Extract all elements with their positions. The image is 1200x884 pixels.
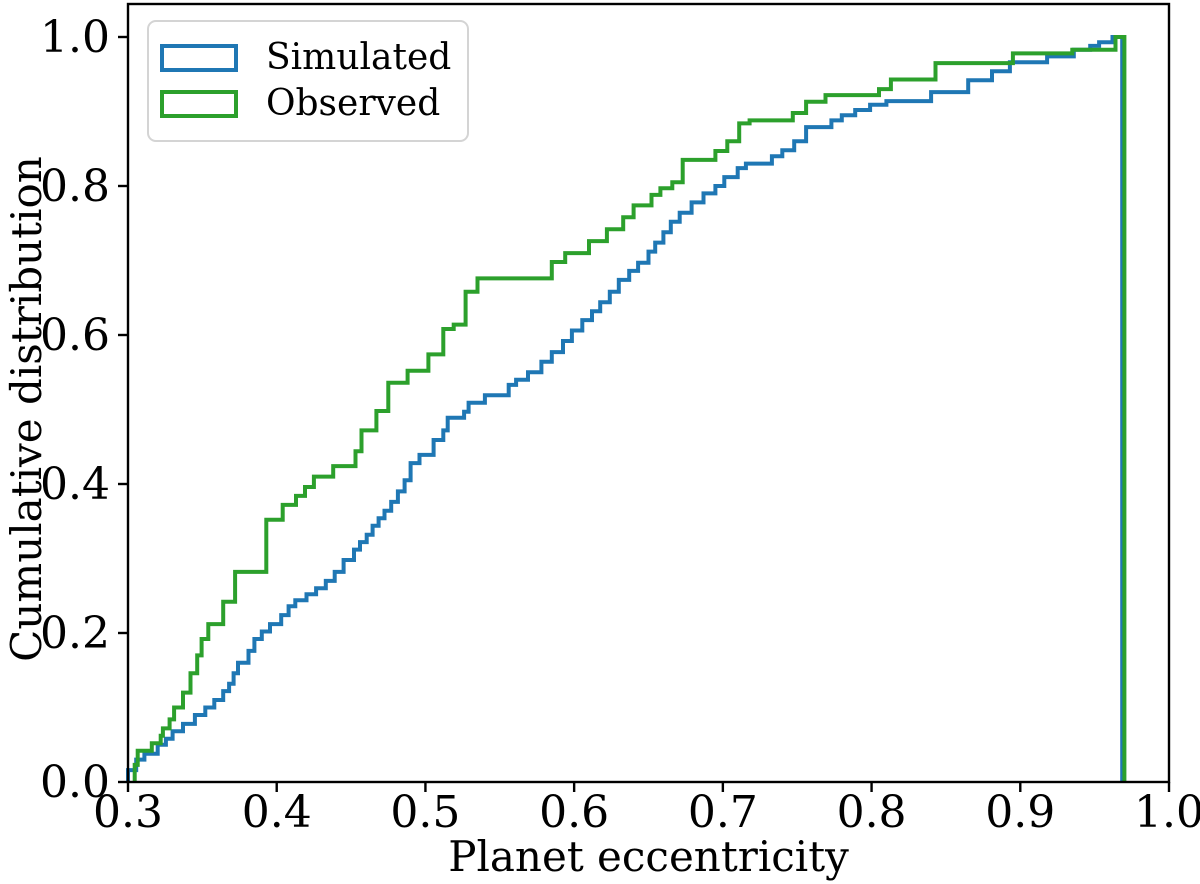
x-tick-label: 0.7 bbox=[688, 787, 758, 838]
simulated-swatch bbox=[160, 44, 238, 72]
y-tick-label: 0.4 bbox=[40, 459, 110, 510]
x-tick-label: 0.4 bbox=[242, 787, 312, 838]
legend-label-observed: Observed bbox=[266, 83, 441, 124]
legend: Simulated Observed bbox=[147, 20, 469, 142]
y-tick-label: 0.8 bbox=[40, 161, 110, 212]
y-tick-label: 0.2 bbox=[40, 608, 110, 659]
y-axis-label: Cumulative distribution bbox=[1, 156, 51, 662]
x-tick-label: 0.5 bbox=[390, 787, 460, 838]
y-tick-label: 1.0 bbox=[40, 12, 110, 63]
x-tick-label: 0.6 bbox=[539, 787, 609, 838]
x-tick-label: 0.3 bbox=[93, 787, 163, 838]
x-axis-label: Planet eccentricity bbox=[448, 832, 849, 881]
legend-label-simulated: Simulated bbox=[266, 37, 452, 78]
x-tick-label: 0.9 bbox=[985, 787, 1055, 838]
x-tick-label: 1.0 bbox=[1134, 787, 1200, 838]
legend-item-simulated: Simulated bbox=[160, 40, 467, 76]
series-observed-line bbox=[132, 35, 1127, 782]
y-tick-label: 0.6 bbox=[40, 310, 110, 361]
y-tick-label: 0.0 bbox=[40, 757, 110, 808]
plot-frame bbox=[126, 2, 1171, 784]
legend-item-observed: Observed bbox=[160, 86, 467, 122]
observed-swatch bbox=[160, 90, 238, 118]
x-tick-label: 0.8 bbox=[837, 787, 907, 838]
series-simulated-line bbox=[126, 35, 1125, 782]
